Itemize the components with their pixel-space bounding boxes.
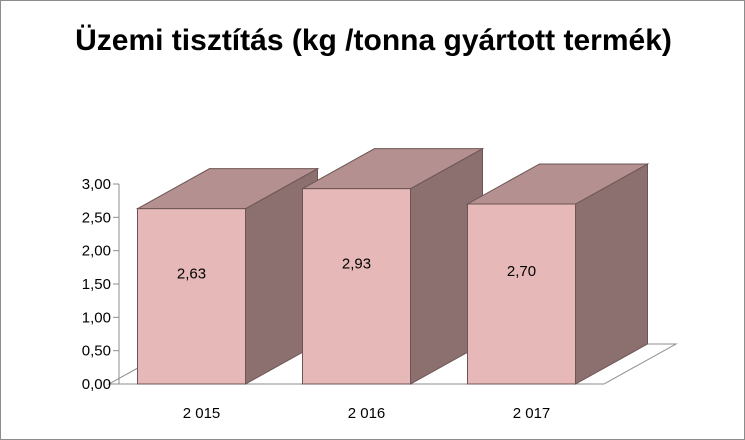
y-tick-label: 1,50	[82, 276, 111, 293]
y-tick-label: 1,00	[82, 309, 111, 326]
chart-title: Üzemi tisztítás (kg /tonna gyártott term…	[75, 24, 672, 57]
y-tick-label: 0,00	[82, 376, 111, 393]
x-category-label: 2 016	[348, 405, 386, 422]
y-tick-label: 3,00	[82, 176, 111, 193]
bar-value-label: 2,93	[342, 255, 371, 272]
bar-value-label: 2,63	[177, 265, 206, 282]
bar-value-label: 2,70	[507, 263, 536, 280]
x-category-label: 2 017	[513, 405, 551, 422]
bar	[467, 203, 576, 385]
y-tick-label: 0,50	[82, 343, 111, 360]
bar	[302, 188, 411, 385]
y-tick-label: 2,00	[82, 243, 111, 260]
y-tick-label: 2,50	[82, 209, 111, 226]
x-category-label: 2 015	[183, 405, 221, 422]
bar	[137, 208, 246, 385]
